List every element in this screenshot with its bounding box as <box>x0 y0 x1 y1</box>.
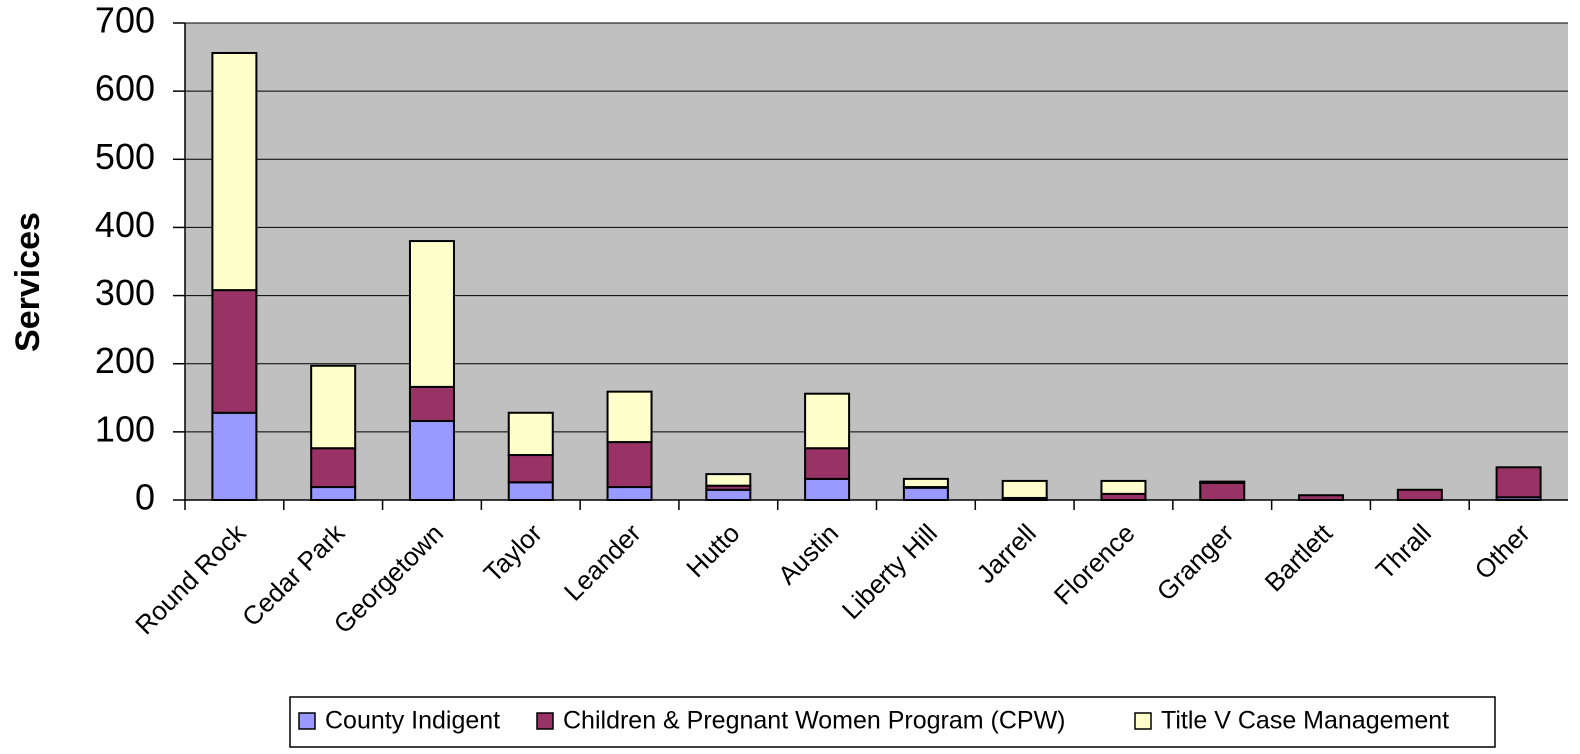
y-tick-label: 300 <box>95 272 155 313</box>
x-tick-label: Granger <box>1151 518 1240 607</box>
bar-segment <box>804 392 851 450</box>
bar-segment <box>211 411 258 501</box>
legend-swatch <box>1134 712 1152 730</box>
bar-segment <box>1495 466 1542 499</box>
bar-segment <box>310 486 357 501</box>
y-tick-label: 100 <box>95 408 155 449</box>
legend-swatch <box>298 712 316 730</box>
bar-segment <box>1396 488 1443 501</box>
x-tick-label: Hutto <box>680 518 745 583</box>
bar-segment <box>1100 479 1147 495</box>
y-tick-label: 500 <box>95 136 155 177</box>
legend-swatch <box>536 712 554 730</box>
legend-box <box>289 696 1496 748</box>
x-tick-label: Leander <box>558 518 647 607</box>
y-tick-label: 0 <box>135 477 155 518</box>
bar-segment <box>211 289 258 414</box>
bar-segment <box>1199 481 1246 502</box>
x-tick-label: Thrall <box>1370 518 1437 585</box>
x-tick-label: Other <box>1469 518 1536 585</box>
bar-segment <box>606 486 653 501</box>
bar-segment <box>408 419 455 501</box>
bar-segment <box>507 411 554 457</box>
legend-label: County Indigent <box>325 707 500 735</box>
y-tick-label: 700 <box>95 0 155 41</box>
bar-segment <box>211 51 258 292</box>
x-tick-label: Liberty Hill <box>836 518 943 625</box>
bar-segment <box>310 364 357 450</box>
bar-segment <box>606 441 653 489</box>
y-tick-label: 400 <box>95 204 155 245</box>
bar-segment <box>606 390 653 444</box>
y-tick-label: 200 <box>95 340 155 381</box>
bar-segment <box>705 488 752 501</box>
bar-segment <box>507 454 554 484</box>
bar-segment <box>902 486 949 501</box>
y-axis-label: Services <box>9 212 47 352</box>
bar-segment <box>408 240 455 388</box>
bar-segment <box>705 473 752 487</box>
y-tick-label: 600 <box>95 68 155 109</box>
x-tick-label: Florence <box>1048 518 1141 611</box>
bar-segment <box>1298 494 1345 502</box>
bar-segment <box>507 481 554 502</box>
bar-segment <box>408 385 455 422</box>
bar-segment <box>1001 479 1048 499</box>
x-tick-label: Taylor <box>478 518 548 588</box>
bar-segment <box>310 447 357 489</box>
plot-area <box>185 23 1568 500</box>
x-tick-label: Jarrell <box>971 518 1042 589</box>
x-tick-label: Bartlett <box>1259 517 1339 597</box>
legend-label: Title V Case Management <box>1161 707 1449 735</box>
bar-segment <box>804 447 851 480</box>
x-tick-label: Austin <box>772 518 844 590</box>
bar-segment <box>1199 480 1246 484</box>
bar-segment <box>902 477 949 489</box>
x-tick-label: Round Rock <box>129 517 252 640</box>
bar-segment <box>804 477 851 501</box>
legend-label: Children & Pregnant Women Program (CPW) <box>563 707 1066 735</box>
